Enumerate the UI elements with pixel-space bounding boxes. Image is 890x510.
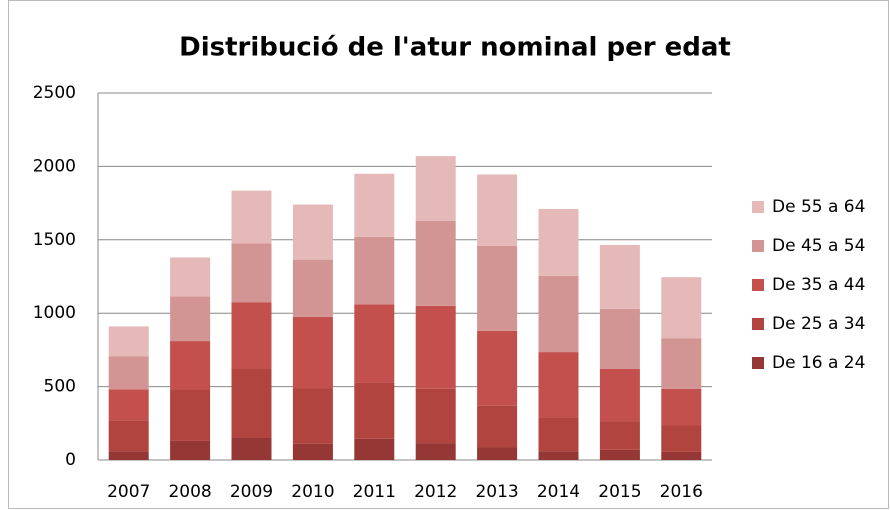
bar-segment: [292, 388, 333, 444]
bar-segment: [108, 326, 149, 357]
bar-segment: [170, 257, 211, 297]
bar-segment: [231, 437, 272, 460]
bar-segment: [354, 173, 395, 237]
bar-segment: [599, 449, 640, 460]
bar-segment: [477, 174, 518, 246]
x-tick-label: 2015: [598, 482, 641, 502]
y-tick-label: 1500: [33, 230, 76, 250]
bar-segment: [108, 420, 149, 452]
bar-segment: [661, 277, 702, 339]
bar-segment: [170, 440, 211, 460]
bar-segment: [477, 245, 518, 331]
bar-segment: [354, 236, 395, 305]
bar-segment: [477, 330, 518, 406]
bar-segment: [599, 421, 640, 450]
y-tick-label: 500: [44, 377, 76, 397]
bar-segment: [354, 304, 395, 383]
bar-segment: [477, 405, 518, 448]
y-tick-label: 1000: [33, 303, 76, 323]
bar-segment: [538, 352, 579, 418]
legend-swatch: [752, 201, 764, 213]
bar-segment: [292, 316, 333, 389]
y-tick-label: 2500: [33, 83, 76, 103]
y-tick-label: 0: [65, 450, 76, 470]
legend-swatch: [752, 279, 764, 291]
bar-segment: [599, 308, 640, 369]
bar-segment: [477, 447, 518, 460]
bar-segment: [354, 382, 395, 439]
bar-segment: [170, 389, 211, 441]
bar-segment: [599, 368, 640, 422]
legend-swatch: [752, 357, 764, 369]
bar-segment: [661, 338, 702, 389]
x-tick-label: 2007: [107, 482, 150, 502]
bar-segment: [415, 388, 456, 444]
bar-segment: [292, 259, 333, 317]
x-tick-label: 2009: [230, 482, 273, 502]
bar-segment: [108, 356, 149, 390]
bar-segment: [354, 438, 395, 460]
bar-segment: [538, 417, 579, 452]
y-tick-label: 2000: [33, 156, 76, 176]
chart-title: Distribució de l'atur nominal per edat: [179, 33, 731, 63]
legend-label: De 45 a 54: [772, 236, 865, 256]
x-tick-label: 2012: [414, 482, 457, 502]
legend-label: De 16 a 24: [772, 353, 865, 373]
bar-segment: [231, 243, 272, 303]
bar-segment: [231, 302, 272, 369]
bar-segment: [661, 451, 702, 460]
legend-label: De 55 a 64: [772, 197, 865, 217]
bar-segment: [661, 425, 702, 452]
bar-segment: [415, 305, 456, 389]
bar-segment: [415, 156, 456, 221]
legend-label: De 25 a 34: [772, 314, 865, 334]
x-tick-label: 2013: [475, 482, 518, 502]
bar-segment: [661, 388, 702, 426]
x-tick-label: 2008: [168, 482, 211, 502]
bar-segment: [292, 204, 333, 260]
bar-segment: [538, 208, 579, 276]
bar-segment: [292, 443, 333, 460]
x-tick-label: 2014: [537, 482, 580, 502]
x-tick-label: 2010: [291, 482, 334, 502]
bar-segment: [170, 296, 211, 342]
bar-segment: [231, 368, 272, 438]
bar-segment: [108, 451, 149, 460]
bar-segment: [415, 443, 456, 460]
bar-segment: [538, 275, 579, 353]
legend-label: De 35 a 44: [772, 275, 865, 295]
x-tick-label: 2011: [353, 482, 396, 502]
bar-segment: [415, 220, 456, 306]
bar-segment: [231, 190, 272, 244]
legend-swatch: [752, 240, 764, 252]
bar-segment: [599, 244, 640, 309]
bar-segment: [108, 389, 149, 421]
legend-swatch: [752, 318, 764, 330]
bar-segment: [538, 451, 579, 460]
x-tick-label: 2016: [660, 482, 703, 502]
bar-segment: [170, 341, 211, 390]
